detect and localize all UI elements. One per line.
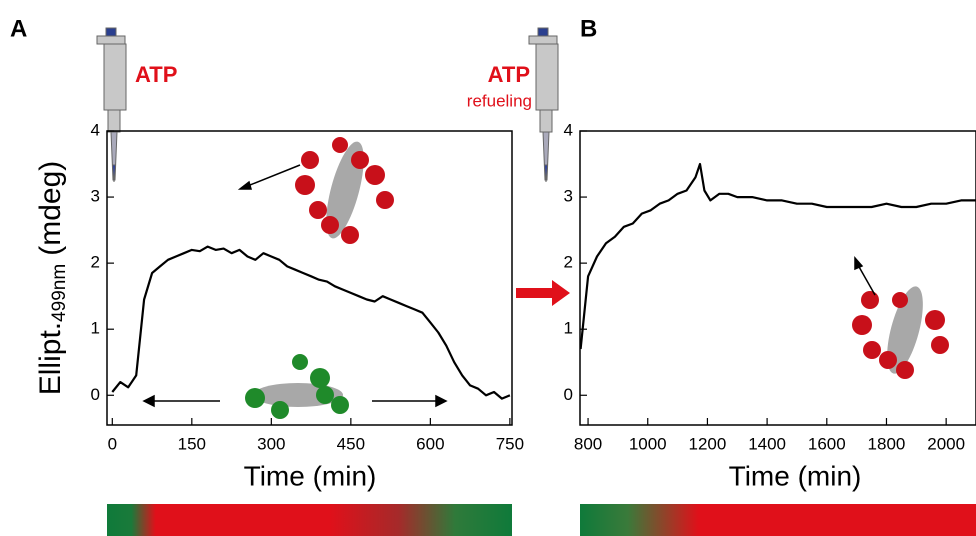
data-line [111,245,511,400]
x-tick-label: 1400 [748,434,786,453]
molecule-red [852,286,949,379]
arrow [142,164,876,408]
x-axis-label: Time (min) [729,460,862,491]
x-tick-label: 800 [574,434,602,453]
y-label-unit: (mdeg) [34,161,67,256]
y-tick-label: 0 [564,385,573,404]
red-arrow [516,280,570,306]
x-tick-label: 300 [257,434,285,453]
molecule-green [245,354,349,419]
pipette [528,27,559,183]
plot-frame [106,130,513,426]
x-tick-label: 150 [178,434,206,453]
x-tick-label: 600 [416,434,444,453]
y-tick-label: 2 [564,253,573,272]
x-tick-label: 450 [337,434,365,453]
y-tick-label: 0 [91,385,100,404]
x-tick-label: 0 [108,434,117,453]
y-tick-label: 3 [91,187,100,206]
pipette [96,27,127,183]
annotation: refueling [467,91,532,110]
y-label-main: Ellipt. [34,322,67,395]
x-tick-label: 750 [496,434,524,453]
color-bar [580,504,976,536]
data-line [579,162,976,350]
y-tick-label: 1 [91,319,100,338]
y-tick-label: 2 [91,253,100,272]
annotation: ATP [135,62,177,87]
plot-frame [579,130,976,426]
y-tick-label: 4 [91,120,100,139]
x-tick-label: 1200 [689,434,727,453]
panel-label: A [10,15,27,42]
y-tick-label: 4 [564,120,573,139]
x-tick-label: 1000 [629,434,667,453]
panel-label: B [580,15,597,42]
molecule-red [295,137,394,244]
y-label-sub: 499nm [49,264,70,322]
y-tick-label: 1 [564,319,573,338]
color-bar [107,504,512,536]
y-axis-label: Ellipt.499nm (mdeg) [34,161,70,396]
x-axis-label: Time (min) [244,460,377,491]
y-tick-label: 3 [564,187,573,206]
annotation: ATP [488,62,530,87]
x-tick-label: 1600 [808,434,846,453]
x-tick-label: 1800 [868,434,906,453]
x-tick-label: 2000 [927,434,965,453]
